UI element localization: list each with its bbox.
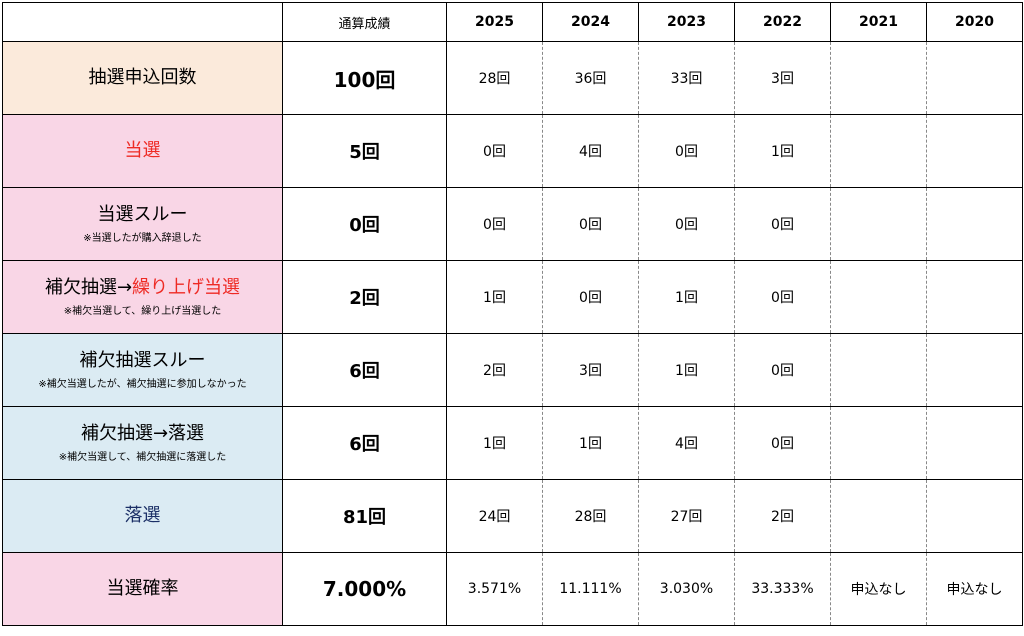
row-label-waitlist-lost: 補欠抽選→落選 ※補欠当選して、補欠抽選に落選した: [2, 406, 283, 480]
row-value: [830, 406, 927, 480]
table-row: 当選 5回 0回 4回 0回 1回: [2, 114, 1023, 188]
row-label-text: 補欠抽選→落選: [80, 422, 205, 444]
row-total: 7.000%: [282, 552, 447, 626]
header-year-2022: 2022: [734, 2, 831, 42]
row-label-applications: 抽選申込回数: [2, 41, 283, 115]
row-value: 11.111%: [542, 552, 639, 626]
table-row: 当選確率 7.000% 3.571% 11.111% 3.030% 33.333…: [2, 552, 1023, 626]
row-label-text: 補欠抽選→: [44, 276, 133, 298]
row-value: 3回: [734, 41, 831, 115]
row-label-win-skip: 当選スルー ※当選したが購入辞退した: [2, 187, 283, 261]
row-label-text: 補欠抽選スルー: [79, 349, 206, 371]
row-label-waitlist-skip: 補欠抽選スルー ※補欠当選したが、補欠抽選に参加しなかった: [2, 333, 283, 407]
row-value: 28回: [542, 479, 639, 553]
row-value: 0回: [542, 260, 639, 334]
row-total: 2回: [282, 260, 447, 334]
row-value: [830, 260, 927, 334]
row-value: [926, 114, 1023, 188]
row-value: [926, 333, 1023, 407]
row-value: 申込なし: [926, 552, 1023, 626]
row-value: 3回: [542, 333, 639, 407]
row-value: 1回: [638, 333, 735, 407]
header-year-2020: 2020: [926, 2, 1023, 42]
header-year-2023: 2023: [638, 2, 735, 42]
row-value: [926, 260, 1023, 334]
row-value: 申込なし: [830, 552, 927, 626]
row-label-note: ※当選したが購入辞退した: [83, 233, 202, 245]
row-value: 0回: [734, 406, 831, 480]
row-label-win-rate: 当選確率: [2, 552, 283, 626]
row-value: 27回: [638, 479, 735, 553]
row-value: 28回: [446, 41, 543, 115]
header-year-2025: 2025: [446, 2, 543, 42]
row-value: 1回: [734, 114, 831, 188]
header-year-2024: 2024: [542, 2, 639, 42]
row-total: 5回: [282, 114, 447, 188]
row-label-note: ※補欠当選したが、補欠抽選に参加しなかった: [38, 379, 247, 391]
row-value: 0回: [542, 187, 639, 261]
table-row: 抽選申込回数 100回 28回 36回 33回 3回: [2, 41, 1023, 115]
row-value: 33回: [638, 41, 735, 115]
row-label-text: 当選確率: [106, 578, 179, 600]
table-row: 補欠抽選→繰り上げ当選 ※補欠当選して、繰り上げ当選した 2回 1回 0回 1回…: [2, 260, 1023, 334]
row-value: 36回: [542, 41, 639, 115]
lottery-results-table: 通算成績 2025 2024 2023 2022 2021 2020 抽選申込回…: [2, 2, 1023, 626]
row-value: 0回: [638, 187, 735, 261]
row-value: [830, 333, 927, 407]
table-row: 補欠抽選→落選 ※補欠当選して、補欠抽選に落選した 6回 1回 1回 4回 0回: [2, 406, 1023, 480]
row-value: 0回: [734, 187, 831, 261]
row-label-text: 落選: [124, 505, 161, 527]
row-value: [926, 41, 1023, 115]
row-total: 6回: [282, 333, 447, 407]
row-value: 3.030%: [638, 552, 735, 626]
row-value: 0回: [734, 333, 831, 407]
row-total: 0回: [282, 187, 447, 261]
row-label-text: 抽選申込回数: [88, 67, 197, 89]
table-row: 落選 81回 24回 28回 27回 2回: [2, 479, 1023, 553]
row-value: 4回: [638, 406, 735, 480]
row-value: [926, 187, 1023, 261]
row-label-text: 当選: [124, 140, 161, 162]
row-value: [830, 41, 927, 115]
row-total: 6回: [282, 406, 447, 480]
header-row: 通算成績 2025 2024 2023 2022 2021 2020: [2, 2, 1023, 42]
row-value: 24回: [446, 479, 543, 553]
row-total: 100回: [282, 41, 447, 115]
row-value: 0回: [446, 114, 543, 188]
row-label-note: ※補欠当選して、繰り上げ当選した: [63, 306, 222, 318]
row-value: [830, 114, 927, 188]
row-label-waitlist-promoted: 補欠抽選→繰り上げ当選 ※補欠当選して、繰り上げ当選した: [2, 260, 283, 334]
row-value: 33.333%: [734, 552, 831, 626]
row-value: 0回: [446, 187, 543, 261]
table-row: 補欠抽選スルー ※補欠当選したが、補欠抽選に参加しなかった 6回 2回 3回 1…: [2, 333, 1023, 407]
row-total: 81回: [282, 479, 447, 553]
table-row: 当選スルー ※当選したが購入辞退した 0回 0回 0回 0回 0回: [2, 187, 1023, 261]
row-value: 1回: [446, 406, 543, 480]
row-value: 1回: [446, 260, 543, 334]
row-value: 0回: [638, 114, 735, 188]
row-label-text: 当選スルー: [97, 203, 188, 225]
row-value: 2回: [446, 333, 543, 407]
header-total: 通算成績: [282, 2, 447, 42]
row-label-win: 当選: [2, 114, 283, 188]
header-year-2021: 2021: [830, 2, 927, 42]
row-value: [926, 406, 1023, 480]
header-empty-cell: [2, 2, 283, 42]
row-value: 1回: [638, 260, 735, 334]
row-label-lost: 落選: [2, 479, 283, 553]
row-label-note: ※補欠当選して、補欠抽選に落選した: [58, 452, 227, 464]
row-label-highlight: 繰り上げ当選: [132, 276, 241, 298]
row-value: 0回: [734, 260, 831, 334]
row-value: 1回: [542, 406, 639, 480]
row-value: 2回: [734, 479, 831, 553]
row-value: [830, 187, 927, 261]
row-value: [830, 479, 927, 553]
row-value: [926, 479, 1023, 553]
row-value: 4回: [542, 114, 639, 188]
row-value: 3.571%: [446, 552, 543, 626]
